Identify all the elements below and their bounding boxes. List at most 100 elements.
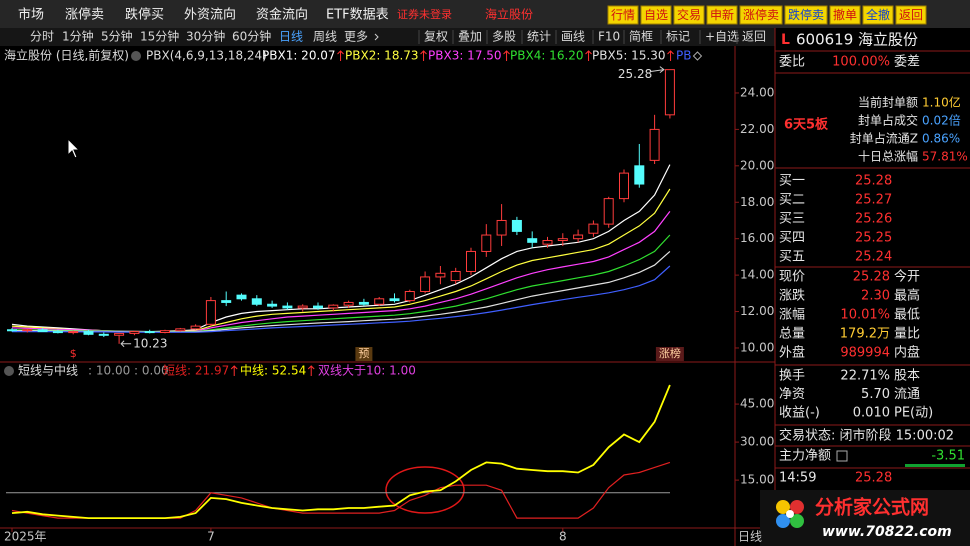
quote-label: 涨幅 [779, 308, 805, 323]
tool-button[interactable]: 复权 [424, 30, 448, 44]
candle-body [251, 298, 262, 305]
bid-label: 买二 [779, 193, 805, 208]
stock-code: 600619 海立股份 [796, 31, 918, 49]
y-tick-label: 10.00 [740, 340, 774, 354]
seal-value: 0.86% [922, 132, 960, 146]
menu-item[interactable]: ETF数据表 [326, 8, 389, 23]
legend-entry: PBX4: 16.20 [510, 49, 584, 63]
period-button[interactable]: 60分钟 [232, 29, 271, 44]
high-arrow [649, 66, 665, 74]
period-button[interactable]: 15分钟 [140, 29, 179, 44]
menu-button[interactable]: 自选 [644, 8, 668, 22]
candle-body [22, 329, 33, 332]
indicator-line [11, 384, 671, 519]
dropdown-icon [4, 366, 14, 376]
seal-value: 57.81% [922, 150, 968, 164]
fund-label: 净资 [779, 387, 805, 402]
bid-price: 25.24 [855, 250, 892, 265]
bid-price: 25.25 [855, 231, 892, 246]
candle-body [527, 238, 538, 243]
y-tick-label: 12.00 [740, 304, 774, 318]
menu-button[interactable]: 行情 [611, 8, 635, 22]
quote-value: 25.28 [853, 270, 890, 285]
menu-button[interactable]: 全撤 [866, 7, 890, 22]
period-button[interactable]: 更多 [344, 30, 368, 44]
trade-status: 交易状态: 闭市阶段 15:00:02 [779, 428, 954, 444]
menu-button[interactable]: 申新 [710, 7, 734, 22]
candle-body [190, 325, 201, 330]
legend-entry: PBX1: 20.07 [262, 49, 336, 63]
y-tick-label: 18.00 [740, 195, 774, 209]
watermark-name: 分析家公式网 [815, 496, 929, 519]
bid-label: 买一 [779, 174, 805, 189]
candle-body [205, 300, 216, 325]
tool-button[interactable]: F10 [598, 30, 620, 44]
button-bg [673, 5, 705, 25]
menu-stock: 海立股份 [485, 7, 533, 22]
candle-body [634, 165, 645, 185]
candle-body [649, 128, 660, 161]
button-bg [640, 5, 672, 25]
fund-label: PE(动) [894, 406, 933, 421]
pbx-line [11, 188, 671, 333]
fund-label: 股本 [894, 369, 920, 384]
quote-label: 最低 [894, 308, 920, 323]
tool-button[interactable]: 统计 [527, 30, 551, 44]
menu-button[interactable]: 返回 [899, 8, 923, 22]
legend-entry: 短线: 21.97 [163, 364, 229, 378]
up-arrow [230, 365, 238, 376]
period-button[interactable]: 30分钟 [186, 29, 225, 44]
candle-body [236, 294, 247, 300]
menu-button[interactable]: 交易 [677, 7, 701, 22]
legend-entry: PBX5: 15.30 [592, 49, 666, 63]
y-tick-label: 20.00 [740, 158, 774, 172]
candle-body [511, 219, 522, 232]
tool-button[interactable]: 画线 [561, 30, 585, 44]
menu-item[interactable]: 外资流向 [184, 7, 236, 23]
x-tick-label: 2025年 [4, 530, 47, 544]
menu-item[interactable]: 涨停卖 [65, 7, 104, 23]
menu-item[interactable]: 资金流向 [256, 7, 308, 23]
tool-button[interactable]: +自选 [705, 30, 739, 44]
menu-item[interactable]: 市场 [18, 7, 44, 23]
tool-button[interactable]: 多股 [492, 30, 516, 44]
flag: L [781, 32, 790, 48]
candle-body [466, 250, 476, 272]
button-bg [706, 5, 738, 25]
candle-body [588, 223, 599, 234]
tool-button[interactable]: 简框 [629, 30, 653, 44]
menu-button[interactable]: 跌停卖 [788, 7, 824, 22]
bid-price: 25.28 [855, 174, 892, 189]
quote-value: 989994 [840, 346, 890, 361]
candle-body [83, 331, 94, 335]
legend-extra: 双线大于10: 1.00 [318, 364, 416, 378]
menu-item[interactable]: 跌停买 [125, 7, 164, 23]
indicator-name: PBX(4,6,9,13,18,24) [146, 49, 267, 63]
candle-body [435, 272, 446, 278]
tool-button[interactable]: 叠加 [458, 30, 482, 44]
tick-price: 25.28 [855, 471, 892, 486]
button-bg [607, 5, 639, 25]
period-button[interactable]: 分时 [30, 30, 54, 44]
panel-value: 100.00% [832, 55, 890, 70]
dropdown-icon [131, 51, 141, 61]
up-arrow [337, 50, 344, 61]
period-button[interactable]: 1分钟 [62, 29, 94, 44]
period-button[interactable]: 日线 [279, 30, 303, 44]
menu-button[interactable]: 涨停卖 [743, 7, 779, 22]
candle-body [573, 234, 584, 240]
quote-label: 总量 [779, 327, 805, 342]
up-arrow [585, 50, 592, 61]
period-button[interactable]: 周线 [313, 30, 337, 44]
tool-button[interactable]: 标记 [666, 30, 690, 44]
marker-bg [655, 347, 684, 361]
legend-entry: 中线: 52.54 [240, 363, 306, 378]
button-bg [862, 5, 894, 25]
button-bg [829, 5, 861, 25]
tool-button[interactable]: 返回 [742, 30, 766, 44]
main-net-value: -3.51 [931, 449, 965, 464]
period-button[interactable]: 5分钟 [101, 29, 133, 44]
quote-label: 外盘 [779, 345, 805, 361]
candle-body [7, 329, 17, 332]
menu-button[interactable]: 撤单 [833, 7, 857, 22]
